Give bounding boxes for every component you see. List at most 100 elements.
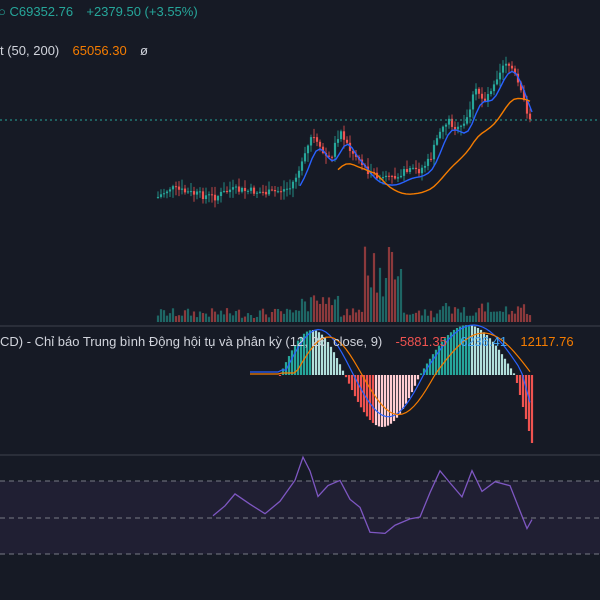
- macd-histogram-bar: [524, 375, 528, 419]
- candle: [225, 190, 229, 193]
- candle: [351, 150, 355, 154]
- macd-histogram-bar: [320, 334, 324, 375]
- candle: [237, 186, 241, 192]
- candle: [471, 94, 475, 110]
- volume-bar: [204, 313, 208, 322]
- candle: [429, 158, 433, 160]
- macd-legend[interactable]: CD) - Chỉ báo Trung bình Động hội tụ và …: [0, 334, 574, 349]
- candle: [285, 188, 289, 190]
- macd-histogram-bar: [404, 375, 408, 404]
- volume-bar: [339, 316, 343, 322]
- volume-bar: [450, 313, 454, 322]
- macd-histogram-bar: [428, 358, 432, 375]
- volume-bar: [351, 308, 355, 322]
- candle: [342, 131, 346, 140]
- macd-histogram-bar: [509, 368, 513, 375]
- macd-histogram-bar: [383, 375, 387, 427]
- rsi-line: [212, 455, 533, 535]
- candle: [288, 188, 292, 190]
- volume-bar: [438, 309, 442, 322]
- macd-histogram-bar: [452, 329, 456, 375]
- candle: [192, 191, 196, 195]
- macd-histogram-bar: [284, 362, 288, 375]
- candle: [303, 153, 307, 162]
- volume-bar: [210, 308, 214, 322]
- volume-bar: [426, 315, 430, 322]
- macd-histogram-bar: [326, 342, 330, 375]
- candle: [480, 93, 484, 99]
- macd-line: [250, 324, 531, 418]
- candle: [483, 98, 487, 102]
- candle: [183, 188, 187, 193]
- volume-bar: [165, 315, 169, 322]
- volume-bar: [321, 297, 325, 322]
- macd-histogram-bar: [281, 368, 285, 375]
- ma-legend[interactable]: t (50, 200) 65056.30 ø: [0, 43, 148, 58]
- volume-bar: [504, 306, 508, 322]
- macd-histogram-bar: [512, 373, 516, 375]
- volume-bar: [240, 317, 244, 322]
- eye-hidden-icon[interactable]: ø: [140, 43, 148, 58]
- volume-bar: [369, 287, 373, 322]
- candle: [489, 91, 493, 95]
- volume-bar: [234, 311, 238, 322]
- ma-50-line: [299, 70, 533, 187]
- candle: [330, 156, 334, 158]
- candle: [384, 175, 388, 178]
- candle: [186, 191, 190, 193]
- volume-bar: [375, 292, 379, 322]
- macd-histogram-bar: [278, 375, 282, 376]
- candle: [243, 187, 247, 192]
- volume-bar: [495, 311, 499, 322]
- volume-bar: [189, 315, 193, 322]
- macd-histogram-bar: [416, 375, 420, 380]
- volume-bar: [528, 315, 532, 322]
- candle: [234, 186, 238, 188]
- volume-bar: [177, 315, 181, 322]
- macd-histogram-bar: [368, 375, 372, 421]
- candle: [213, 194, 217, 201]
- macd-histogram-bar: [296, 340, 300, 375]
- macd-histogram-bar: [461, 325, 465, 375]
- volume-bar: [168, 313, 172, 322]
- macd-histogram-bar: [344, 375, 348, 378]
- candle: [264, 191, 268, 195]
- candle: [510, 65, 514, 69]
- candle: [231, 187, 235, 190]
- volume-bar: [195, 317, 199, 322]
- candle: [450, 118, 454, 127]
- macd-histogram-bar: [290, 350, 294, 375]
- volume-bar: [423, 309, 427, 322]
- macd-histogram-bar: [470, 325, 474, 375]
- volume-bar: [465, 315, 469, 322]
- candle: [216, 196, 220, 201]
- signal-line: [250, 332, 531, 416]
- candle: [309, 137, 313, 146]
- candle: [498, 72, 502, 80]
- volume-bar: [252, 317, 256, 322]
- candle: [174, 186, 178, 188]
- volume-bar: [402, 312, 406, 322]
- volume-bar: [393, 279, 397, 322]
- candle: [198, 191, 202, 193]
- candle: [525, 100, 529, 114]
- volume-bar: [390, 251, 394, 322]
- volume-bar: [207, 316, 211, 322]
- volume-bar: [498, 311, 502, 322]
- macd-histogram-bar: [395, 375, 399, 418]
- volume-bar: [522, 304, 526, 322]
- candle: [423, 165, 427, 168]
- volume-bar: [213, 311, 217, 322]
- candle: [270, 189, 274, 191]
- macd-histogram-bar: [488, 338, 492, 375]
- candle: [528, 113, 532, 120]
- candle: [162, 193, 166, 195]
- volume-bar: [414, 312, 418, 322]
- macd-histogram-bar: [476, 327, 480, 375]
- volume-bar: [345, 308, 349, 322]
- candle: [156, 196, 160, 198]
- macd-histogram-bar: [494, 345, 498, 375]
- macd-histogram-bar: [371, 375, 375, 423]
- macd-histogram-bar: [515, 375, 519, 383]
